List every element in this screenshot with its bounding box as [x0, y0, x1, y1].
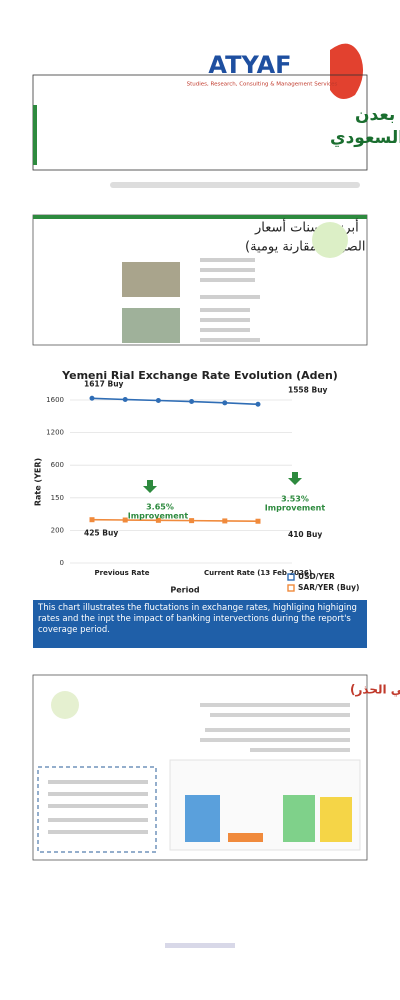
chart-title: Yemeni Rial Exchange Rate Evolution (Ade…: [61, 369, 338, 382]
point: [155, 398, 161, 404]
y-tick-label: 0: [60, 559, 64, 567]
subtitle-placeholder: [110, 182, 360, 188]
series-line: [91, 518, 259, 523]
note-holder: This chart illustrates the fluctations i…: [38, 603, 357, 635]
y-tick-label: 200: [51, 526, 64, 534]
arrow: [143, 480, 157, 493]
data-label: 410 Buy: [288, 530, 322, 539]
tagline: Studies, Research, Consulting & Manageme…: [187, 82, 338, 88]
x-tick-label: Previous Rate: [95, 569, 150, 577]
highlights-card: [32, 214, 368, 346]
chart-note: This chart illustrates the fluctations i…: [38, 603, 357, 635]
data-label: 1558 Buy: [288, 385, 328, 394]
title-accent: [33, 105, 37, 165]
legend-swatch: [287, 573, 295, 581]
series-line: [91, 397, 259, 406]
annotation-value: 3.53%: [281, 495, 309, 504]
point: [155, 517, 161, 523]
title: والدعم التنموي السعودي: [330, 128, 400, 148]
logo-mark: [330, 43, 364, 99]
brand: ATYAF: [208, 51, 291, 79]
money-photo: [122, 308, 180, 343]
y-axis-label: Rate (YER): [34, 458, 43, 506]
legend-swatch: [287, 584, 295, 592]
mini-bar-shape: [228, 833, 263, 842]
title: تحولات سوق الصرف الأجنبي بعدن: [355, 104, 400, 125]
arrow: [288, 472, 302, 485]
point: [189, 399, 195, 405]
point: [222, 518, 228, 524]
data-label: 1617 Buy: [84, 379, 124, 388]
mini-bar-shape: [283, 795, 315, 842]
point: [122, 517, 128, 523]
market-title: واقع السوق (التعافي الحذر): [350, 683, 400, 698]
point: [189, 518, 195, 524]
outlook-box: [37, 766, 157, 853]
data-label: 425 Buy: [84, 529, 118, 538]
footer-placeholder: [165, 943, 235, 948]
annotation-value: 3.65%: [146, 503, 174, 512]
note-box: [33, 600, 367, 648]
legend-label: USD/YER: [298, 572, 335, 581]
mini-bar-shape: [320, 797, 352, 842]
outlook-lines: [48, 780, 148, 834]
y-tick-label: 150: [51, 494, 64, 502]
illustration: [51, 691, 79, 719]
money-photo: [122, 262, 180, 297]
highlight-lines: [200, 258, 260, 342]
point: [255, 401, 261, 407]
point: [122, 396, 128, 402]
card-accent: [33, 215, 367, 219]
annotation-text: Improvement: [265, 504, 326, 513]
x-tick-label: Current Rate (13 Feb 2026): [204, 569, 312, 577]
annotation-text: Improvement: [128, 512, 189, 521]
market-lines: [200, 703, 350, 752]
y-tick-label: 600: [51, 461, 64, 469]
y-tick-label: 1200: [46, 429, 64, 437]
legend-label: SAR/YER (Buy): [298, 583, 359, 592]
point: [89, 395, 95, 401]
point: [89, 517, 95, 523]
mini-bar-shape: [185, 795, 220, 842]
point: [222, 400, 228, 406]
chart-panel: [33, 358, 367, 600]
point: [255, 518, 261, 524]
illustration: [312, 222, 348, 258]
x-axis-label: Period: [170, 586, 199, 595]
y-tick-label: 1600: [46, 396, 64, 404]
